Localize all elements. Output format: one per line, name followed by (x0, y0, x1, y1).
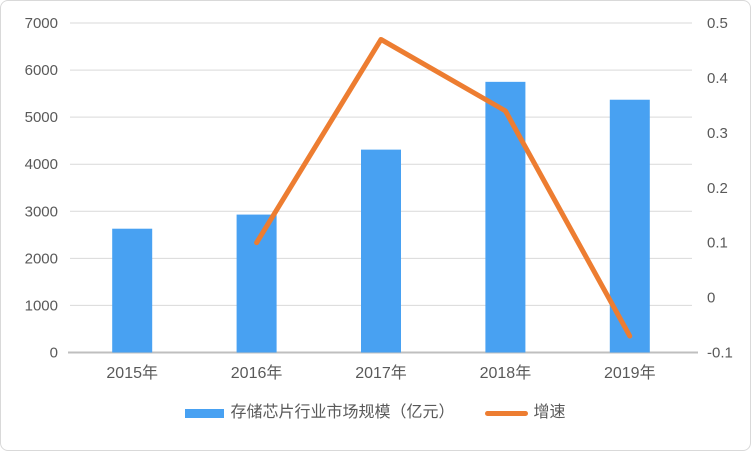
left-axis-tick-label: 5000 (25, 109, 58, 126)
line-series-swatch (484, 410, 528, 416)
x-axis-category-label: 2016年 (231, 364, 283, 382)
right-axis-tick-label: -0.1 (707, 345, 733, 362)
x-axis-category-label: 2019年 (604, 364, 656, 382)
growth-line (254, 36, 633, 339)
x-axis-category-label: 2015年 (106, 364, 158, 382)
left-axis-tick-label: 4000 (25, 156, 58, 173)
bar-series-label: 存储芯片行业市场规模（亿元） (230, 404, 455, 421)
left-axis-tick-label: 1000 (25, 297, 58, 314)
x-axis-category-label: 2017年 (355, 364, 407, 382)
line-series-label: 增速 (533, 404, 566, 421)
right-axis-tick-label: 0.5 (707, 15, 728, 32)
legend: 存储芯片行业市场规模（亿元） 增速 (1, 405, 750, 421)
left-axis-tick-label: 3000 (25, 203, 58, 220)
bar-2016年 (236, 214, 277, 353)
right-axis-tick-label: 0.4 (707, 70, 728, 87)
x-axis-category-label: 2018年 (480, 364, 532, 382)
bar-2015年 (112, 228, 153, 353)
bar-2017年 (361, 149, 401, 353)
left-axis-tick-label: 2000 (25, 250, 58, 267)
left-axis-tick-label: 7000 (25, 15, 58, 32)
bar-2018年 (485, 81, 526, 353)
right-axis-tick-label: 0.2 (707, 180, 728, 197)
left-axis-tick-label: 6000 (25, 62, 58, 79)
right-axis-tick-label: 0.3 (707, 125, 728, 142)
legend-item-market-size: 存储芯片行业市场规模（亿元） (185, 404, 455, 421)
right-axis-tick-label: 0.1 (707, 235, 728, 252)
left-axis-tick-label: 0 (50, 345, 58, 362)
legend-item-growth: 增速 (484, 404, 566, 421)
right-axis-tick-label: 0 (707, 290, 715, 307)
bar-series-swatch (185, 408, 225, 418)
